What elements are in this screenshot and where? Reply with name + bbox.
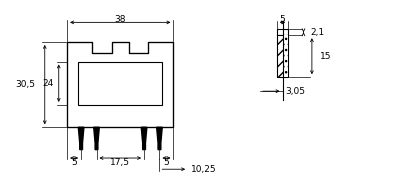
Text: 5: 5 — [71, 158, 77, 167]
Text: 38: 38 — [114, 14, 126, 23]
Text: 3,05: 3,05 — [285, 87, 305, 96]
Text: 17,5: 17,5 — [110, 158, 130, 167]
Polygon shape — [141, 127, 147, 150]
Text: 2,1: 2,1 — [310, 28, 325, 37]
Bar — [277, 35, 288, 77]
Text: 5: 5 — [280, 14, 285, 23]
Text: 30,5: 30,5 — [15, 80, 35, 89]
Bar — [282, 35, 288, 77]
Text: 10,25: 10,25 — [191, 165, 216, 174]
Text: 15: 15 — [320, 52, 332, 61]
Polygon shape — [78, 127, 84, 150]
Polygon shape — [157, 127, 162, 150]
Text: 24: 24 — [42, 79, 53, 88]
Bar — [277, 29, 288, 35]
Polygon shape — [94, 127, 99, 150]
Text: 5: 5 — [164, 158, 169, 167]
Bar — [78, 62, 162, 105]
